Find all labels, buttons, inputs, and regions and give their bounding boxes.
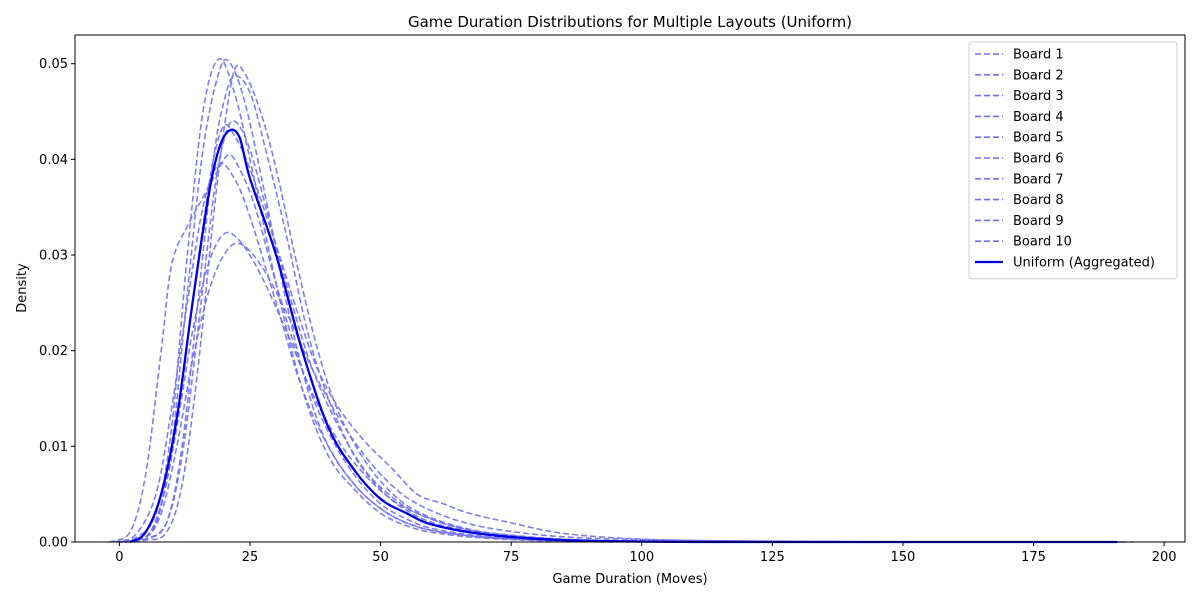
y-tick-label: 0.01 bbox=[39, 440, 68, 455]
legend-entry: Board 7 bbox=[1013, 172, 1064, 187]
legend-entry: Board 8 bbox=[1013, 193, 1064, 208]
series-line-2 bbox=[113, 162, 1086, 543]
series-line-1 bbox=[114, 57, 1086, 543]
chart-title: Game Duration Distributions for Multiple… bbox=[408, 13, 852, 31]
series-line-5 bbox=[108, 153, 1086, 543]
x-tick-label: 175 bbox=[1021, 550, 1046, 565]
x-tick-label: 125 bbox=[760, 550, 785, 565]
legend-entry: Board 2 bbox=[1013, 68, 1064, 83]
legend-box bbox=[968, 41, 1178, 280]
series-line-10 bbox=[124, 120, 1102, 543]
legend-entry: Board 9 bbox=[1013, 214, 1064, 229]
x-tick-label: 150 bbox=[891, 550, 916, 565]
plot-frame bbox=[74, 34, 1186, 543]
legend-entry: Board 5 bbox=[1013, 131, 1064, 146]
x-tick-label: 75 bbox=[503, 550, 520, 565]
legend-entry: Board 4 bbox=[1013, 110, 1064, 125]
plot-area bbox=[108, 57, 1133, 544]
series-line-3 bbox=[119, 231, 1112, 543]
x-tick-label: 200 bbox=[1152, 550, 1177, 565]
x-tick-label: 25 bbox=[242, 550, 259, 565]
y-axis-label: Density bbox=[15, 263, 30, 313]
legend-entry: Board 3 bbox=[1013, 89, 1064, 104]
y-axis: 0.00 0.01 0.02 0.03 0.04 0.05 bbox=[39, 57, 75, 551]
y-tick-label: 0.02 bbox=[39, 344, 68, 359]
x-tick-label: 50 bbox=[372, 550, 389, 565]
x-tick-label: 0 bbox=[115, 550, 123, 565]
x-axis-label: Game Duration (Moves) bbox=[552, 572, 707, 587]
legend-entry: Uniform (Aggregated) bbox=[1013, 256, 1155, 271]
series-line-4 bbox=[119, 242, 1123, 543]
series-line-6 bbox=[119, 58, 1086, 543]
series-line-8 bbox=[124, 64, 1112, 543]
y-tick-label: 0.05 bbox=[39, 57, 68, 72]
legend-entry: Board 10 bbox=[1013, 235, 1072, 250]
y-tick-label: 0.04 bbox=[39, 153, 68, 168]
y-tick-label: 0.00 bbox=[39, 536, 68, 551]
x-axis: 0 25 50 75 100 125 150 175 200 bbox=[115, 542, 1177, 565]
legend-entry: Board 1 bbox=[1013, 48, 1064, 63]
y-tick-label: 0.03 bbox=[39, 249, 68, 264]
x-tick-label: 100 bbox=[629, 550, 654, 565]
legend-entry: Board 6 bbox=[1013, 152, 1064, 167]
legend: Board 1 Board 2 Board 3 Board 4 Board 5 Board… bbox=[968, 41, 1178, 280]
